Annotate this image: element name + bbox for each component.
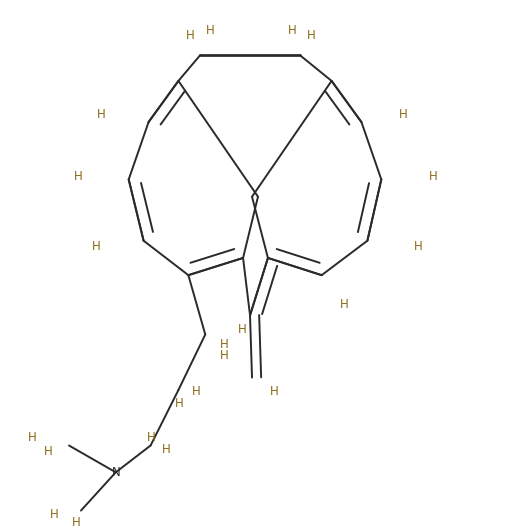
Text: H: H	[269, 385, 278, 399]
Text: H: H	[413, 240, 422, 253]
Text: H: H	[220, 338, 229, 350]
Text: H: H	[191, 385, 200, 399]
Text: H: H	[174, 397, 183, 410]
Text: H: H	[186, 29, 194, 42]
Text: H: H	[428, 170, 437, 183]
Text: H: H	[44, 445, 53, 458]
Text: H: H	[399, 108, 407, 121]
Text: H: H	[97, 108, 105, 121]
Text: H: H	[74, 170, 83, 183]
Text: H: H	[206, 24, 214, 37]
Text: H: H	[238, 323, 246, 336]
Text: H: H	[72, 516, 81, 528]
Text: H: H	[161, 443, 170, 456]
Text: H: H	[219, 349, 228, 362]
Text: H: H	[50, 508, 59, 521]
Text: N: N	[111, 466, 120, 479]
Text: H: H	[27, 431, 36, 444]
Text: H: H	[340, 298, 348, 311]
Text: H: H	[287, 24, 296, 37]
Text: H: H	[307, 29, 316, 42]
Text: H: H	[147, 431, 155, 444]
Text: H: H	[92, 240, 101, 253]
